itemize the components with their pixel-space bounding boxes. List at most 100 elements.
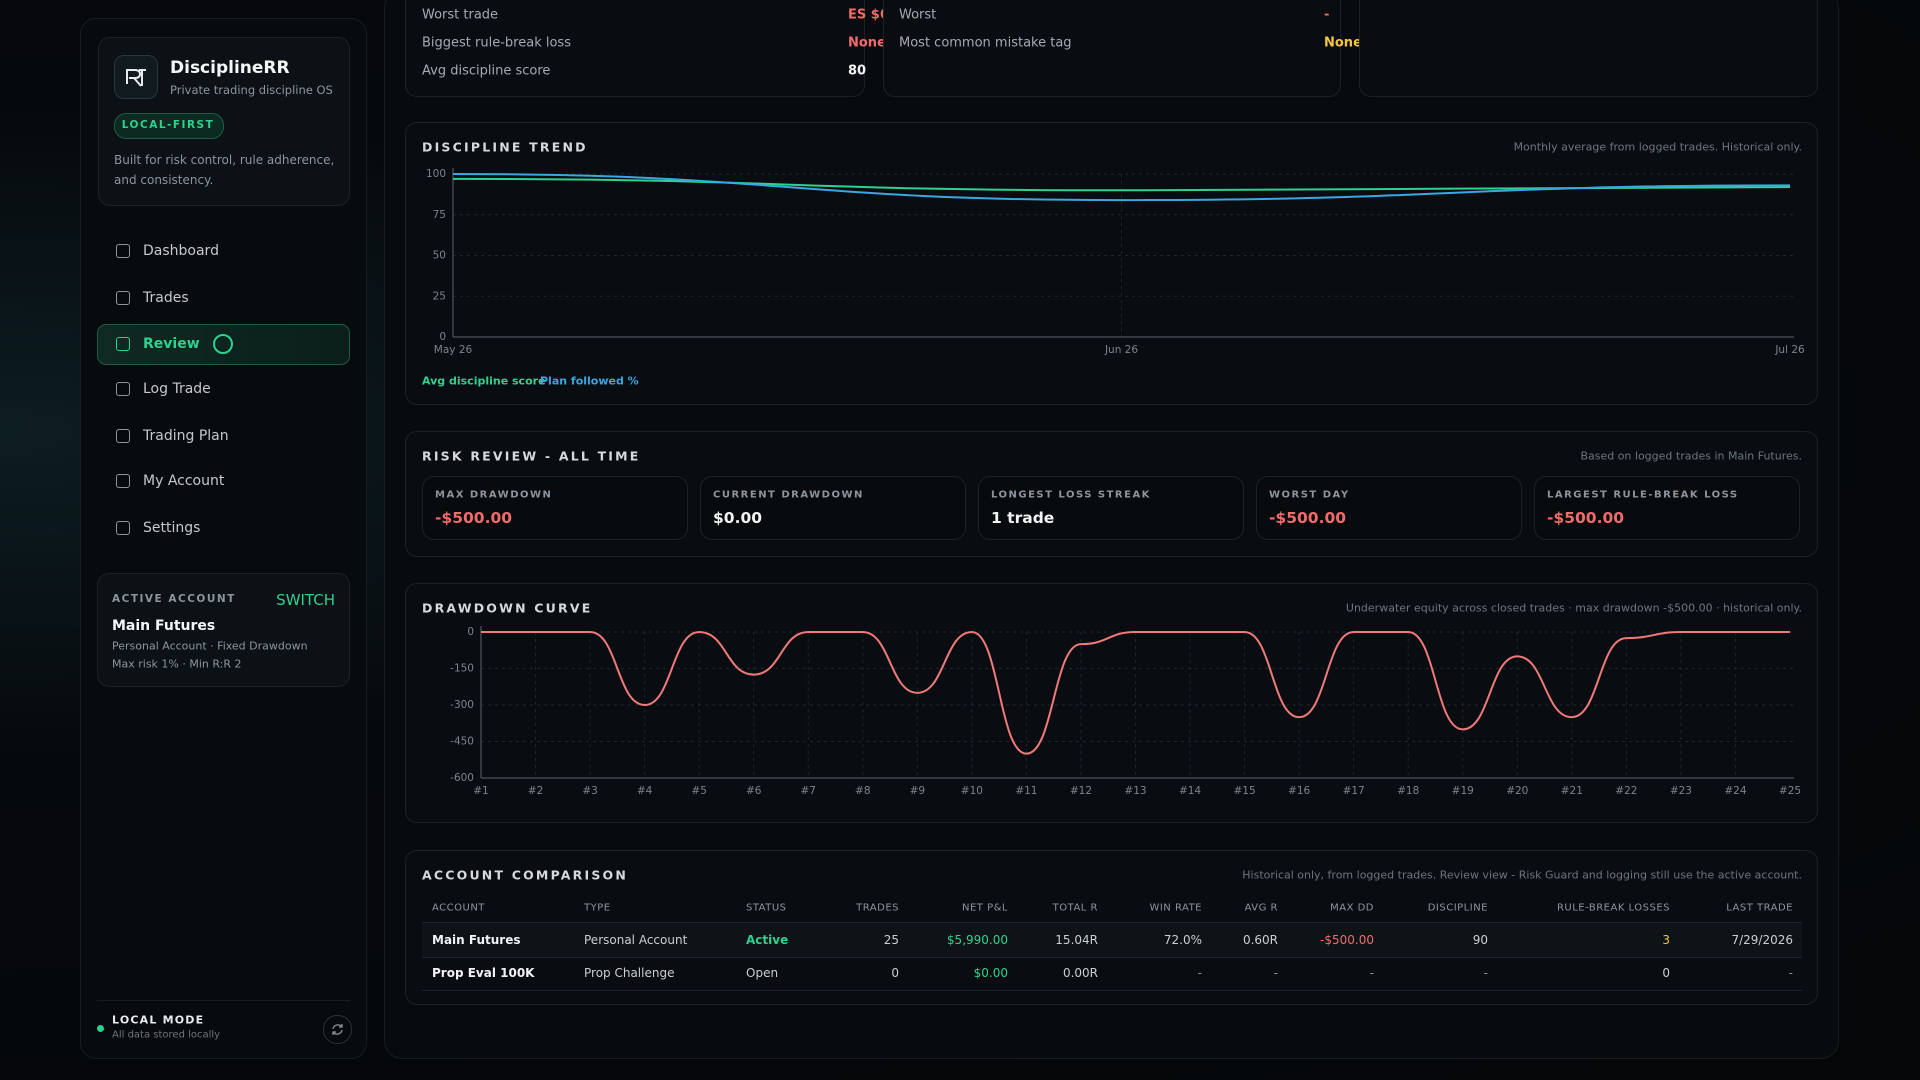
section-title: RISK REVIEW - ALL TIME bbox=[422, 448, 641, 464]
column-header: STATUS bbox=[746, 902, 787, 914]
mode-label: LOCAL MODE bbox=[112, 1013, 205, 1027]
badge-label: LOCAL-FIRST bbox=[121, 119, 215, 131]
account-limits: Max risk 1% · Min R:R 2 bbox=[112, 657, 242, 671]
section-note: Based on logged trades in Main Futures. bbox=[1580, 449, 1802, 463]
nav-item[interactable]: My Account bbox=[143, 473, 225, 489]
stat-value: 80 bbox=[848, 63, 867, 79]
stat-label: Avg discipline score bbox=[422, 63, 551, 79]
refresh-button[interactable] bbox=[323, 1015, 352, 1044]
row-divider bbox=[422, 957, 1802, 958]
nav-item[interactable]: Trades bbox=[143, 290, 189, 306]
risk-stat-label: WORST DAY bbox=[1269, 489, 1350, 501]
logo bbox=[114, 55, 158, 99]
risk-stat bbox=[422, 476, 688, 540]
table-cell: -$500.00 bbox=[1320, 933, 1374, 947]
stat-value: None bbox=[848, 35, 886, 51]
mode-note: All data stored locally bbox=[112, 1029, 221, 1041]
stat-value: None bbox=[1324, 35, 1362, 51]
column-header: ACCOUNT bbox=[432, 902, 485, 914]
column-header: MAX DD bbox=[1330, 902, 1374, 914]
summary-card bbox=[1359, 0, 1818, 97]
drawdown-curve-card bbox=[405, 583, 1818, 823]
table-cell: $5,990.00 bbox=[946, 933, 1008, 947]
nav-icon bbox=[116, 337, 130, 351]
risk-stat-label: LONGEST LOSS STREAK bbox=[991, 489, 1151, 501]
column-header: DISCIPLINE bbox=[1427, 902, 1488, 914]
section-note: Historical only, from logged trades. Rev… bbox=[1242, 868, 1802, 882]
table-cell: Active bbox=[746, 933, 789, 947]
badge bbox=[114, 113, 224, 139]
table-cell: 90 bbox=[1472, 933, 1488, 947]
column-header: TYPE bbox=[584, 902, 611, 914]
column-header: LAST TRADE bbox=[1726, 902, 1793, 914]
account-details: Personal Account · Fixed Drawdown bbox=[112, 639, 308, 653]
table-cell: 15.04R bbox=[1055, 933, 1098, 947]
stat-value: - bbox=[1324, 7, 1330, 23]
table-cell: 7/29/2026 bbox=[1731, 933, 1793, 947]
nav-icon bbox=[116, 382, 130, 396]
table-cell: 3 bbox=[1662, 933, 1670, 947]
table-cell: $0.00 bbox=[973, 966, 1008, 980]
table-cell: - bbox=[1788, 966, 1793, 980]
table-cell: Main Futures bbox=[432, 933, 521, 947]
table-cell: Prop Challenge bbox=[584, 966, 675, 980]
risk-stat bbox=[700, 476, 966, 540]
nav-item[interactable]: Dashboard bbox=[143, 243, 219, 259]
risk-stat-value: $0.00 bbox=[713, 509, 763, 527]
stat-label: Most common mistake tag bbox=[899, 35, 1072, 51]
risk-stat-label: MAX DRAWDOWN bbox=[435, 489, 553, 501]
switch-button[interactable]: SWITCH bbox=[276, 591, 335, 609]
table-cell: 0 bbox=[891, 966, 899, 980]
logo-icon bbox=[126, 69, 146, 87]
section-title: DRAWDOWN CURVE bbox=[422, 600, 593, 616]
nav-item[interactable]: Log Trade bbox=[143, 381, 211, 397]
risk-stat bbox=[1534, 476, 1800, 540]
nav-icon bbox=[116, 474, 130, 488]
summary-card bbox=[883, 0, 1341, 97]
refresh-icon bbox=[332, 1024, 343, 1035]
section-note: Underwater equity across closed trades ·… bbox=[1345, 601, 1802, 615]
column-header: RULE-BREAK LOSSES bbox=[1556, 902, 1670, 914]
risk-stat-label: CURRENT DRAWDOWN bbox=[713, 489, 864, 501]
table-cell: Open bbox=[746, 966, 779, 980]
brand-description: Built for risk control, rule adherence, … bbox=[114, 153, 335, 187]
active-account-card bbox=[97, 573, 350, 687]
row-highlight bbox=[422, 923, 1802, 957]
risk-stat bbox=[978, 476, 1244, 540]
column-header: WIN RATE bbox=[1149, 902, 1202, 914]
summary-card bbox=[405, 0, 865, 97]
risk-stat-label: LARGEST RULE-BREAK LOSS bbox=[1547, 489, 1739, 501]
risk-stat-value: 1 trade bbox=[991, 509, 1055, 527]
table-cell: 0 bbox=[1662, 966, 1670, 980]
section-title: ACCOUNT COMPARISON bbox=[422, 867, 629, 883]
stat-label: Worst bbox=[899, 7, 937, 23]
table-cell: 25 bbox=[883, 933, 899, 947]
risk-stat-value: -$500.00 bbox=[1269, 509, 1347, 527]
nav-item[interactable]: Trading Plan bbox=[143, 428, 229, 444]
table-cell: - bbox=[1369, 966, 1374, 980]
nav-item[interactable]: Review bbox=[143, 336, 200, 352]
table-cell: Prop Eval 100K bbox=[432, 966, 535, 980]
nav-indicator bbox=[213, 334, 233, 354]
table-cell: 72.0% bbox=[1163, 933, 1202, 947]
risk-stat-value: -$500.00 bbox=[1547, 509, 1625, 527]
table-cell: 0.60R bbox=[1242, 933, 1278, 947]
column-header: NET P&L bbox=[962, 902, 1008, 914]
account-heading: ACTIVE ACCOUNT bbox=[112, 593, 236, 605]
nav-item[interactable]: Settings bbox=[143, 520, 201, 536]
account-name: Main Futures bbox=[112, 618, 216, 634]
divider bbox=[97, 1000, 350, 1001]
row-divider bbox=[422, 922, 1802, 923]
legend-item: Avg discipline score bbox=[422, 374, 546, 388]
stat-label: Worst trade bbox=[422, 7, 499, 23]
risk-stat-value: -$500.00 bbox=[435, 509, 513, 527]
risk-stat bbox=[1256, 476, 1522, 540]
table-cell: Personal Account bbox=[584, 933, 688, 947]
column-header: TRADES bbox=[856, 902, 899, 914]
table-cell: - bbox=[1197, 966, 1202, 980]
nav-icon bbox=[116, 291, 130, 305]
nav-icon bbox=[116, 429, 130, 443]
brand-name: DisciplineRR bbox=[170, 58, 290, 78]
column-header: AVG R bbox=[1244, 902, 1278, 914]
